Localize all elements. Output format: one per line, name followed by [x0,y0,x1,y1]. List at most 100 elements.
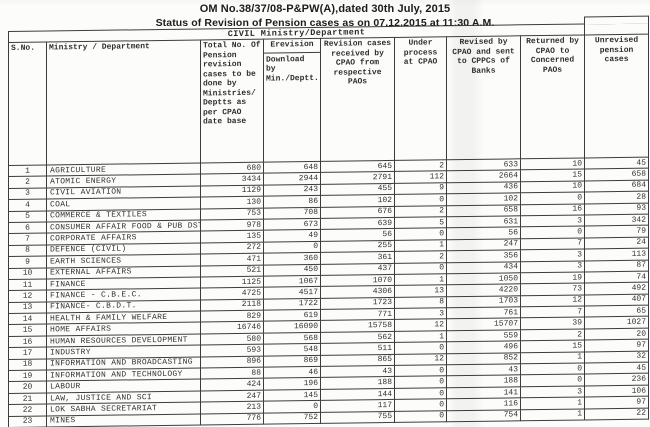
col-header-received: Revision cases received by CPAO from res… [320,37,395,162]
value-cell: 771 [320,308,395,321]
value-cell: 1 [394,273,447,286]
value-cell: 2 [394,159,447,172]
value-cell: 754 [446,409,521,422]
value-cell: 2 [394,205,447,218]
unrevised-column-cap [584,15,649,25]
value-cell: 24 [584,236,649,250]
sno-cell: 9 [8,256,47,269]
value-cell: 437 [320,262,395,276]
pension-status-table-wrap: CIVIL Ministry/Department S.No. Ministry… [8,15,649,427]
sno-cell: 3 [8,187,47,200]
value-cell: 1129 [200,184,264,198]
value-cell: 32 [584,350,649,363]
value-cell: 15 [520,169,585,182]
sno-cell: 14 [8,313,47,325]
value-cell: 272 [200,241,264,255]
value-cell: 1 [520,397,585,410]
value-cell: 102 [320,194,395,207]
value-cell: 188 [446,375,521,388]
value-cell: 761 [446,306,521,320]
value-cell: 141 [446,386,521,399]
value-cell: 79 [584,225,649,238]
value-cell: 22 [584,407,649,420]
value-cell: 43 [446,363,521,377]
pension-status-table: CIVIL Ministry/Department S.No. Ministry… [8,23,649,427]
value-cell: 19 [520,271,585,285]
sno-cell: 12 [8,290,47,303]
value-cell: 755 [320,411,395,424]
sno-cell: 23 [8,415,47,427]
document-subtitle: Status of Revision of Pension cases as o… [155,17,495,29]
value-cell: 255 [320,240,395,253]
value-cell: 2 [394,250,447,263]
value-cell: 16746 [200,321,264,334]
value-cell: 455 [320,183,395,196]
value-cell: 2664 [446,170,521,183]
value-cell: 342 [584,214,649,227]
value-cell: 4517 [263,286,321,299]
value-cell: 93 [584,202,649,215]
value-cell: 2944 [263,172,321,185]
value-cell: 1067 [263,275,321,288]
value-cell: 639 [320,217,395,230]
value-cell: 2118 [200,298,264,312]
value-cell: 97 [584,396,649,409]
value-cell: 7 [520,306,585,319]
value-cell: 3 [520,260,585,273]
value-cell: 145 [263,389,321,402]
value-cell: 106 [584,384,649,398]
value-cell: 3 [520,214,585,228]
sno-cell: 13 [8,301,47,314]
value-cell: 708 [263,206,321,220]
value-cell: 0 [394,193,447,207]
sno-cell: 18 [8,358,47,371]
value-cell: 580 [200,333,264,346]
value-cell: 46 [263,366,321,379]
value-cell: 869 [263,355,321,368]
value-cell: 0 [394,228,447,241]
value-cell: 88 [200,367,264,380]
sno-cell: 10 [8,267,47,280]
value-cell: 434 [446,261,521,274]
value-cell: 648 [263,161,321,174]
value-cell: 492 [584,282,649,295]
value-cell: 56 [446,227,521,240]
value-cell: 896 [200,355,264,369]
sno-cell: 2 [8,176,47,189]
value-cell: 619 [263,309,321,322]
value-cell: 213 [200,401,264,414]
value-cell: 680 [200,162,264,175]
value-cell: 43 [320,365,395,378]
value-cell: 407 [584,293,649,307]
value-cell: 5 [394,216,447,229]
value-cell: 776 [200,412,264,425]
ministry-cell: MINES [46,413,201,427]
value-cell: 49 [263,229,321,242]
value-cell: 496 [446,341,521,354]
value-cell: 1723 [320,297,395,310]
col-header-erevision: Erevision Download by Min./Deptt. [263,38,321,163]
value-cell: 73 [520,283,585,296]
col-header-unrevised: Unrevised pension cases [584,34,649,158]
value-cell: 86 [263,195,321,208]
col-header-total: Total No. Of Pension revision cases to b… [200,39,264,163]
value-cell: 188 [320,376,395,390]
value-cell: 1 [520,351,585,364]
col-header-ministry: Ministry / Department [46,39,201,165]
col-header-returned: Returned by CPAO to Concerned PAOs [520,34,585,159]
value-cell: 196 [263,377,321,390]
value-cell: 1722 [263,298,321,311]
value-cell: 0 [520,374,585,387]
value-cell: 0 [394,410,447,423]
value-cell: 20 [584,327,649,341]
sno-cell: 19 [8,370,47,382]
value-cell: 87 [584,259,649,272]
value-cell: 658 [584,168,649,181]
value-cell: 865 [320,354,395,367]
value-cell: 113 [584,248,649,261]
value-cell: 116 [446,397,521,411]
value-cell: 0 [394,376,447,389]
value-cell: 2791 [320,171,395,185]
value-cell: 752 [263,412,321,425]
